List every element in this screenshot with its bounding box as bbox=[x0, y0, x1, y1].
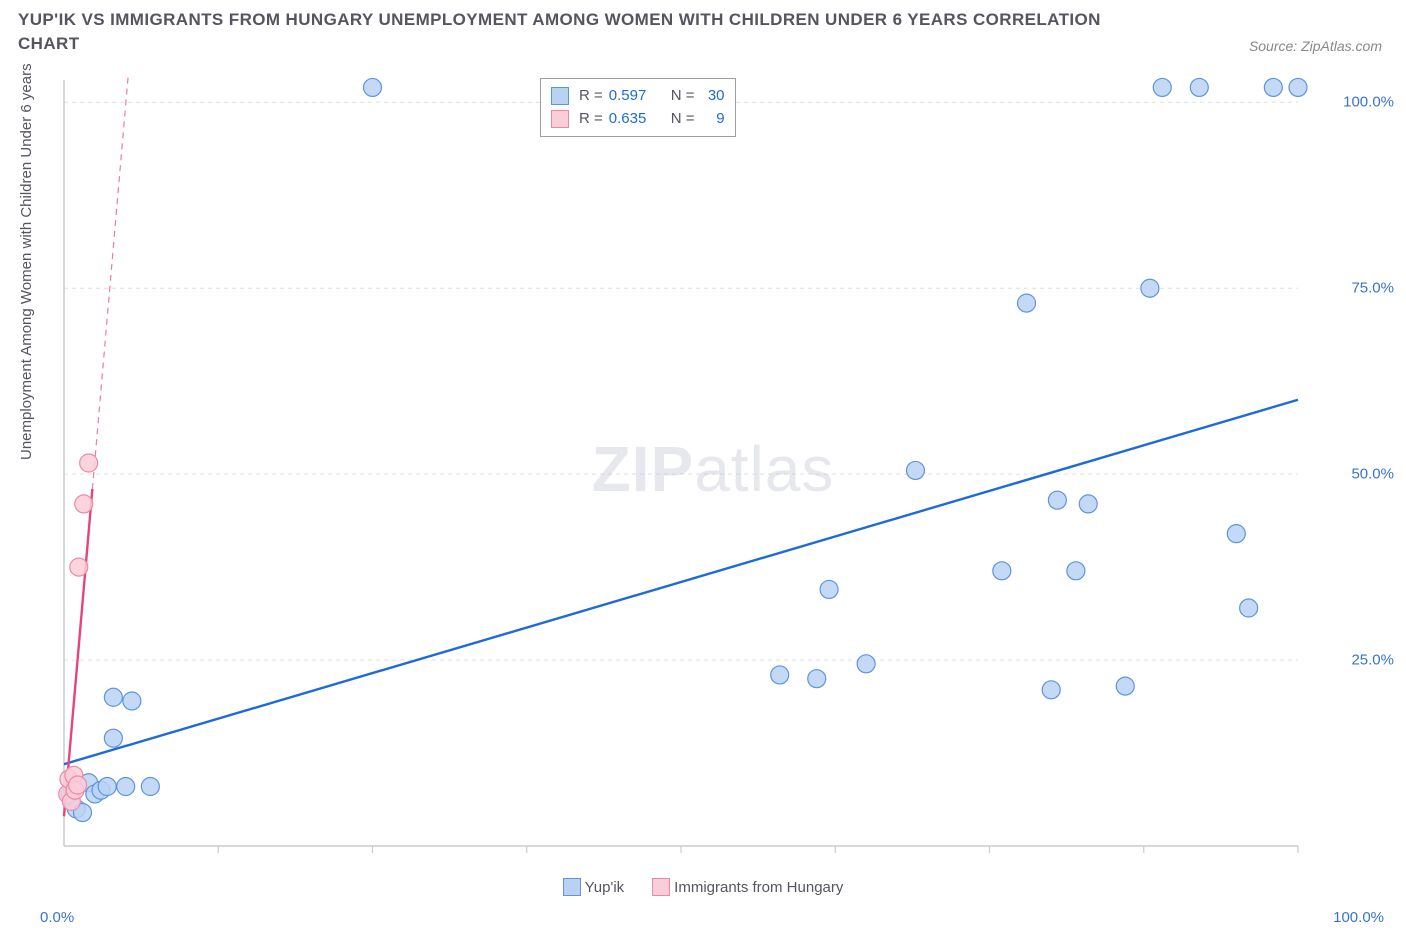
y-tick-label: 25.0% bbox=[1351, 652, 1394, 669]
stats-legend-row: R =0.635N =9 bbox=[551, 108, 725, 131]
stats-legend: R =0.597N =30R =0.635N =9 bbox=[540, 78, 736, 137]
y-axis-label: Unemployment Among Women with Children U… bbox=[18, 63, 35, 460]
legend-swatch bbox=[551, 110, 569, 128]
scatter-plot bbox=[58, 74, 1368, 864]
series-legend-label: Immigrants from Hungary bbox=[674, 879, 843, 896]
series-legend: Yup'ik Immigrants from Hungary bbox=[0, 878, 1406, 900]
series-legend-item: Yup'ik bbox=[563, 878, 625, 896]
series-legend-item: Immigrants from Hungary bbox=[652, 878, 843, 896]
legend-swatch bbox=[563, 878, 581, 896]
x-tick-100: 100.0% bbox=[1333, 909, 1384, 926]
y-tick-label: 75.0% bbox=[1351, 280, 1394, 297]
chart-area: ZIPatlas bbox=[58, 74, 1368, 864]
legend-swatch bbox=[551, 87, 569, 105]
x-tick-0: 0.0% bbox=[40, 909, 74, 926]
y-tick-label: 100.0% bbox=[1343, 94, 1394, 111]
source-label: Source: ZipAtlas.com bbox=[1249, 38, 1382, 54]
y-tick-label: 50.0% bbox=[1351, 466, 1394, 483]
stats-legend-row: R =0.597N =30 bbox=[551, 85, 725, 108]
chart-title: YUP'IK VS IMMIGRANTS FROM HUNGARY UNEMPL… bbox=[18, 8, 1118, 56]
legend-swatch bbox=[652, 878, 670, 896]
series-legend-label: Yup'ik bbox=[585, 879, 625, 896]
